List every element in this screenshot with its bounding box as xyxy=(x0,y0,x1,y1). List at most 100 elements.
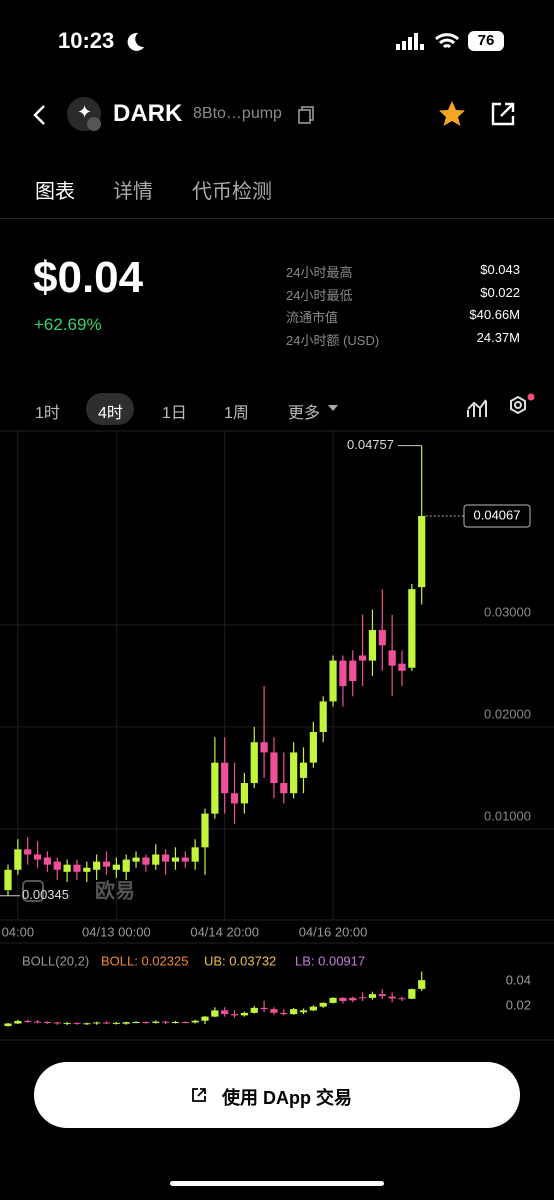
tab[interactable]: 详情 xyxy=(113,181,153,203)
candle-body xyxy=(142,857,150,865)
candle-body xyxy=(152,1021,160,1023)
trade-button[interactable]: 使用 DApp 交易 xyxy=(34,1062,520,1128)
candle-body xyxy=(221,762,229,794)
candle-body xyxy=(319,701,327,733)
tab[interactable]: 图表 xyxy=(35,181,75,203)
stat-value: $0.022 xyxy=(480,284,520,300)
low-label: 0.00345 xyxy=(22,887,69,902)
candle-body xyxy=(280,783,288,794)
candle-body xyxy=(4,1023,12,1026)
candle-body xyxy=(299,1010,308,1013)
wifi-icon xyxy=(434,33,460,49)
external-icon xyxy=(192,1088,206,1102)
candle-body xyxy=(93,861,101,870)
candle-body xyxy=(53,1022,61,1024)
indicator-boll: BOLL: 0.02325 xyxy=(101,953,188,968)
home-indicator xyxy=(170,1181,384,1186)
token-symbol: DARK xyxy=(113,100,183,127)
stat-label: 24小时最高 xyxy=(286,265,353,280)
candle-body xyxy=(63,1022,71,1024)
candle-body xyxy=(290,1009,298,1015)
share-button[interactable] xyxy=(489,100,517,128)
candle-body xyxy=(83,1023,91,1025)
tab[interactable]: 代币检测 xyxy=(192,181,272,203)
candle-body xyxy=(250,742,258,784)
candle-body xyxy=(102,1022,111,1024)
candle-body xyxy=(211,1010,219,1017)
candle-body xyxy=(359,997,367,999)
watermark-logo xyxy=(22,880,44,902)
back-button[interactable] xyxy=(30,103,50,127)
x-tick-label: 04/14 20:00 xyxy=(190,924,259,939)
candle-body xyxy=(33,1021,42,1023)
y-tick-label: 0.02000 xyxy=(484,706,531,721)
favorite-button[interactable] xyxy=(437,99,467,129)
candle-body xyxy=(24,849,32,855)
stat-value: 24.37M xyxy=(476,329,520,345)
candle-body xyxy=(211,762,219,814)
candle-body xyxy=(299,762,308,778)
moon-icon xyxy=(127,32,144,51)
candle-body xyxy=(339,660,347,687)
copy-button[interactable] xyxy=(297,105,317,125)
x-tick-label: 04:00 xyxy=(2,924,35,939)
candle-body xyxy=(270,752,278,784)
stat-label: 24小时最低 xyxy=(286,287,353,303)
candle-body xyxy=(290,752,298,794)
candle-body xyxy=(250,1007,258,1013)
candle-body xyxy=(260,1007,268,1010)
timeframe[interactable]: 1时 xyxy=(35,405,60,422)
indicator-name: BOLL(20,2) xyxy=(22,953,89,968)
candle-body xyxy=(418,516,426,588)
candle-body xyxy=(73,1022,81,1024)
candle-body xyxy=(201,1016,209,1021)
candle-body xyxy=(43,1022,51,1023)
x-tick-label: 04/13 00:00 xyxy=(82,924,151,939)
candle-body xyxy=(33,854,42,860)
watermark: 欧易 xyxy=(95,878,135,902)
indicator-button[interactable] xyxy=(465,397,489,421)
selected-pill xyxy=(86,393,134,425)
clock: 10:23 xyxy=(58,28,115,53)
candle-body xyxy=(14,849,22,870)
last-price-label: 0.04067 xyxy=(474,507,521,522)
timeframe[interactable]: 4时 xyxy=(98,405,123,422)
candle-body xyxy=(368,994,377,998)
timeframe[interactable]: 1周 xyxy=(224,405,249,422)
candle-body xyxy=(171,1022,180,1023)
candle-body xyxy=(270,1009,278,1013)
candle-body xyxy=(162,854,170,862)
candle-body xyxy=(191,1020,199,1023)
chart: 欧易 BOLL(20,2) BOLL: 0.02325 UB: 0.03732 … xyxy=(0,430,554,1041)
signal-icon xyxy=(396,33,424,50)
candle-body xyxy=(388,996,396,999)
candle-body xyxy=(398,663,406,671)
stat-label: 流通市值 xyxy=(286,310,339,325)
timeframe[interactable]: 更多 xyxy=(288,405,321,422)
candle-body xyxy=(398,998,406,1000)
candle-body xyxy=(368,629,377,661)
stat-label: 24小时额 (USD) xyxy=(286,332,380,348)
divider xyxy=(0,218,554,219)
candle-body xyxy=(329,660,337,702)
candle-body xyxy=(260,742,268,753)
candle-body xyxy=(319,1002,327,1007)
candle-body xyxy=(388,650,396,666)
settings-button[interactable] xyxy=(506,392,538,424)
candle-body xyxy=(339,997,347,1001)
candle-body xyxy=(122,1022,130,1024)
candle-body xyxy=(201,813,209,848)
candle-body xyxy=(309,732,317,763)
stat-value: $40.66M xyxy=(469,307,520,322)
candle-body xyxy=(181,857,189,862)
candle-body xyxy=(349,660,357,681)
candle-body xyxy=(359,655,367,661)
candle-body xyxy=(43,857,51,865)
candle-body xyxy=(83,867,91,872)
timeframe[interactable]: 1日 xyxy=(162,405,187,422)
candle-body xyxy=(132,857,140,862)
candle-body xyxy=(181,1022,189,1023)
candle-body xyxy=(112,1022,120,1024)
candle-body xyxy=(221,1010,229,1015)
